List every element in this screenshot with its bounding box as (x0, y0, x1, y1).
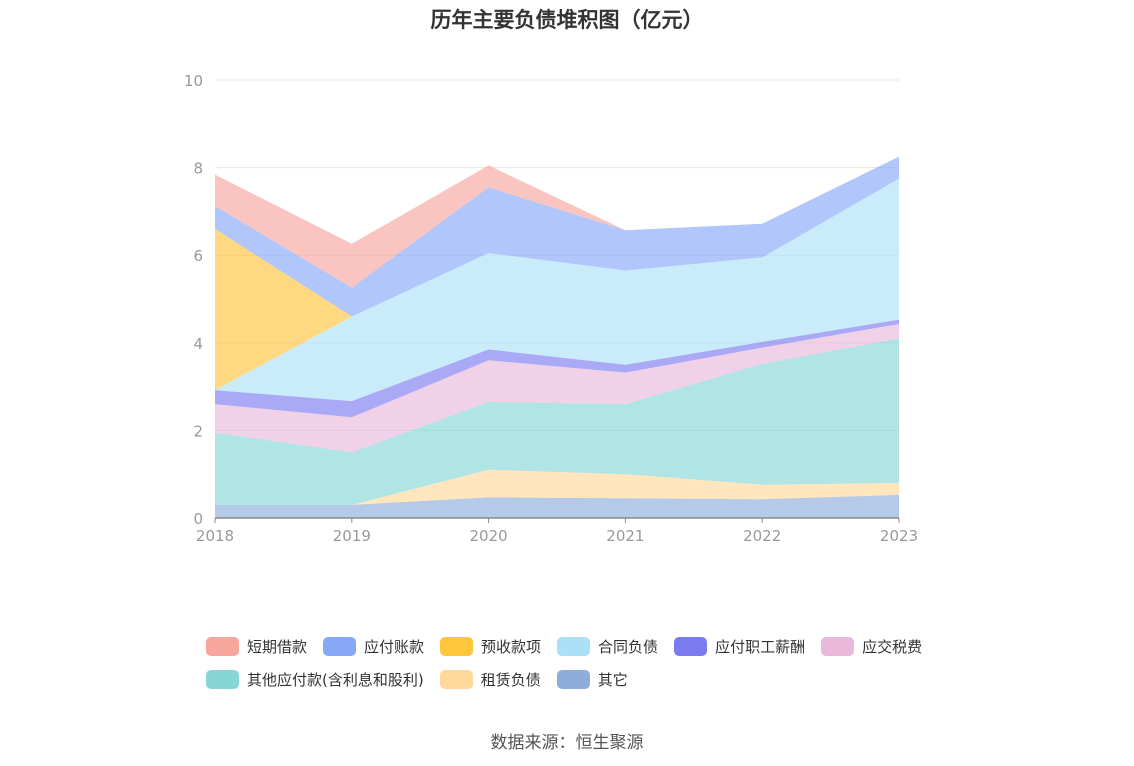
legend-label: 短期借款 (247, 638, 308, 656)
legend-item[interactable]: 应付账款 (323, 636, 424, 657)
x-tick-label: 2022 (743, 527, 781, 545)
chart-title: 历年主要负债堆积图（亿元） (430, 8, 704, 32)
y-tick-label: 6 (193, 247, 203, 265)
x-tick-label: 2021 (606, 527, 644, 545)
legend-item[interactable]: 应交税费 (821, 636, 922, 657)
legend-row: 其他应付款(含利息和股利) 租赁负债 其它 (206, 663, 966, 696)
area-series (215, 156, 899, 518)
y-tick-label: 8 (193, 160, 203, 178)
area-series-合同负债 (215, 178, 899, 402)
x-tick-label: 2019 (333, 527, 371, 545)
area-series-其他应付款(含利息和股利) (215, 338, 899, 505)
stacked-area-chart: 0 2 4 6 8 10 2018 2019 2020 2021 2022 2023 (184, 72, 918, 545)
legend: 短期借款 应付账款 预收款项 合同负债 应付职工薪酬 应交税费 其他应付款(含利息和股利)… (206, 630, 966, 696)
legend-swatch (206, 670, 239, 689)
legend-swatch (439, 670, 473, 689)
legend-item[interactable]: 租赁负债 (439, 669, 541, 690)
legend-swatch (556, 670, 590, 689)
legend-row: 短期借款 应付账款 预收款项 合同负债 应付职工薪酬 应交税费 (206, 630, 966, 663)
area-series-租赁负债 (215, 469, 899, 505)
legend-label: 应交税费 (862, 638, 923, 656)
legend-item[interactable]: 应付职工薪酬 (674, 636, 805, 657)
area-series-应交税费 (215, 324, 899, 453)
legend-label: 应付账款 (364, 638, 425, 656)
legend-label: 租赁负债 (480, 671, 541, 689)
legend-item[interactable]: 其他应付款(含利息和股利) (206, 669, 424, 690)
legend-item[interactable]: 预收款项 (440, 636, 541, 657)
area-series-应付账款 (215, 156, 899, 317)
legend-label: 其它 (597, 671, 628, 689)
legend-swatch (821, 637, 855, 656)
legend-swatch (323, 637, 357, 656)
x-tick-label: 2020 (470, 527, 508, 545)
y-tick-label: 2 (193, 422, 203, 440)
legend-label: 其他应付款(含利息和股利) (247, 671, 424, 689)
legend-item[interactable]: 合同负债 (557, 636, 658, 657)
legend-swatch (674, 637, 708, 656)
y-tick-label: 0 (193, 510, 203, 528)
legend-label: 预收款项 (481, 638, 542, 656)
x-tick-label: 2023 (880, 527, 918, 545)
legend-swatch (557, 637, 591, 656)
legend-label: 合同负债 (598, 638, 659, 656)
legend-item[interactable]: 其它 (556, 669, 628, 690)
y-tick-label: 4 (193, 335, 203, 353)
legend-swatch (206, 637, 239, 656)
legend-swatch (440, 637, 474, 656)
area-series-其它 (215, 494, 899, 518)
area-series-短期借款 (215, 156, 899, 288)
legend-item[interactable]: 短期借款 (206, 636, 307, 657)
legend-label: 应付职工薪酬 (715, 638, 806, 656)
y-tick-label: 10 (184, 72, 203, 90)
data-source: 数据来源：恒生聚源 (490, 733, 644, 753)
area-series-应付职工薪酬 (215, 319, 899, 418)
x-tick-label: 2018 (196, 527, 234, 545)
axes: 0 2 4 6 8 10 2018 2019 2020 2021 2022 2023 (184, 72, 918, 545)
